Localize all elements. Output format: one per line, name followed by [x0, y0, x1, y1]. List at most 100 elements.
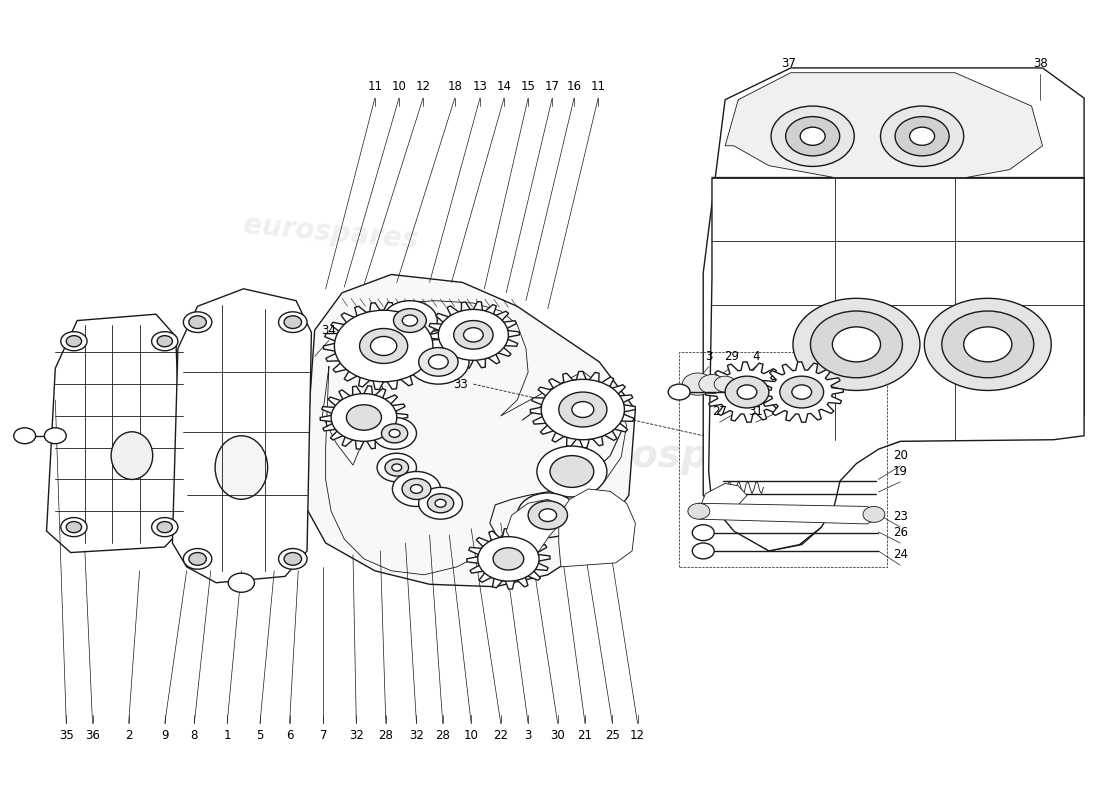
Circle shape — [44, 428, 66, 444]
Circle shape — [189, 316, 207, 329]
Circle shape — [383, 301, 438, 341]
Circle shape — [278, 312, 307, 333]
Circle shape — [184, 312, 212, 333]
Polygon shape — [725, 73, 1043, 178]
Circle shape — [517, 493, 579, 538]
Text: 20: 20 — [893, 449, 907, 462]
Circle shape — [537, 446, 607, 497]
Polygon shape — [690, 503, 878, 524]
Circle shape — [463, 328, 483, 342]
Text: 9: 9 — [161, 729, 168, 742]
Polygon shape — [46, 314, 184, 553]
Ellipse shape — [111, 432, 153, 479]
Text: 30: 30 — [550, 729, 565, 742]
Ellipse shape — [216, 436, 267, 499]
Circle shape — [964, 327, 1012, 362]
Text: 22: 22 — [493, 729, 508, 742]
Circle shape — [157, 522, 173, 533]
Text: 13: 13 — [473, 80, 487, 93]
Circle shape — [228, 573, 254, 592]
Text: 11: 11 — [591, 80, 606, 93]
Text: eurospares: eurospares — [559, 437, 804, 474]
Text: 15: 15 — [520, 80, 536, 93]
Circle shape — [924, 298, 1052, 390]
Text: 5: 5 — [256, 729, 264, 742]
Circle shape — [184, 549, 212, 570]
Text: 23: 23 — [893, 510, 907, 523]
Circle shape — [429, 354, 448, 369]
Circle shape — [152, 518, 178, 537]
Text: 25: 25 — [605, 729, 619, 742]
Circle shape — [942, 311, 1034, 378]
Polygon shape — [320, 386, 408, 449]
Circle shape — [453, 321, 493, 349]
Circle shape — [688, 503, 710, 519]
Circle shape — [382, 424, 408, 443]
Circle shape — [682, 373, 713, 395]
Circle shape — [725, 376, 769, 408]
Circle shape — [785, 117, 839, 156]
Circle shape — [477, 537, 539, 581]
Circle shape — [692, 525, 714, 541]
Circle shape — [331, 394, 397, 442]
Circle shape — [60, 332, 87, 350]
Polygon shape — [506, 499, 563, 555]
Circle shape — [284, 553, 301, 566]
Text: 32: 32 — [349, 729, 364, 742]
Polygon shape — [703, 68, 1085, 551]
Text: 28: 28 — [378, 729, 394, 742]
Text: 36: 36 — [85, 729, 100, 742]
Circle shape — [737, 385, 757, 399]
Text: 12: 12 — [416, 80, 430, 93]
Text: 26: 26 — [893, 526, 907, 539]
Circle shape — [389, 430, 400, 438]
Text: 29: 29 — [724, 350, 739, 363]
Circle shape — [714, 376, 736, 392]
Polygon shape — [705, 362, 789, 422]
Text: 14: 14 — [496, 80, 512, 93]
Circle shape — [493, 548, 524, 570]
Circle shape — [880, 106, 964, 166]
Circle shape — [559, 392, 607, 427]
Text: 19: 19 — [893, 465, 907, 478]
Circle shape — [13, 428, 35, 444]
Circle shape — [189, 553, 207, 566]
Circle shape — [910, 127, 935, 146]
Polygon shape — [701, 483, 747, 511]
Polygon shape — [173, 289, 311, 582]
Text: 16: 16 — [566, 80, 582, 93]
Circle shape — [66, 336, 81, 346]
Circle shape — [278, 549, 307, 570]
Text: 12: 12 — [630, 729, 645, 742]
Circle shape — [373, 418, 417, 450]
Text: eurospares: eurospares — [121, 437, 366, 474]
Circle shape — [393, 471, 441, 506]
Circle shape — [692, 543, 714, 559]
Circle shape — [439, 310, 508, 360]
Polygon shape — [323, 302, 443, 390]
Circle shape — [539, 509, 557, 522]
Polygon shape — [708, 178, 1085, 551]
Circle shape — [334, 310, 433, 382]
Circle shape — [436, 499, 446, 507]
Text: 2: 2 — [125, 729, 132, 742]
Circle shape — [157, 336, 173, 346]
Circle shape — [780, 376, 824, 408]
Polygon shape — [530, 371, 636, 448]
Circle shape — [402, 478, 431, 499]
Circle shape — [419, 347, 458, 376]
Circle shape — [152, 332, 178, 350]
Circle shape — [811, 311, 902, 378]
Circle shape — [66, 522, 81, 533]
Circle shape — [403, 315, 418, 326]
Circle shape — [833, 327, 880, 362]
Text: 3: 3 — [705, 350, 713, 363]
Circle shape — [284, 316, 301, 329]
Text: 34: 34 — [321, 323, 337, 337]
Text: 32: 32 — [409, 729, 424, 742]
Circle shape — [371, 337, 397, 355]
Circle shape — [895, 117, 949, 156]
Circle shape — [668, 384, 690, 400]
Text: 3: 3 — [525, 729, 531, 742]
Polygon shape — [466, 529, 550, 589]
